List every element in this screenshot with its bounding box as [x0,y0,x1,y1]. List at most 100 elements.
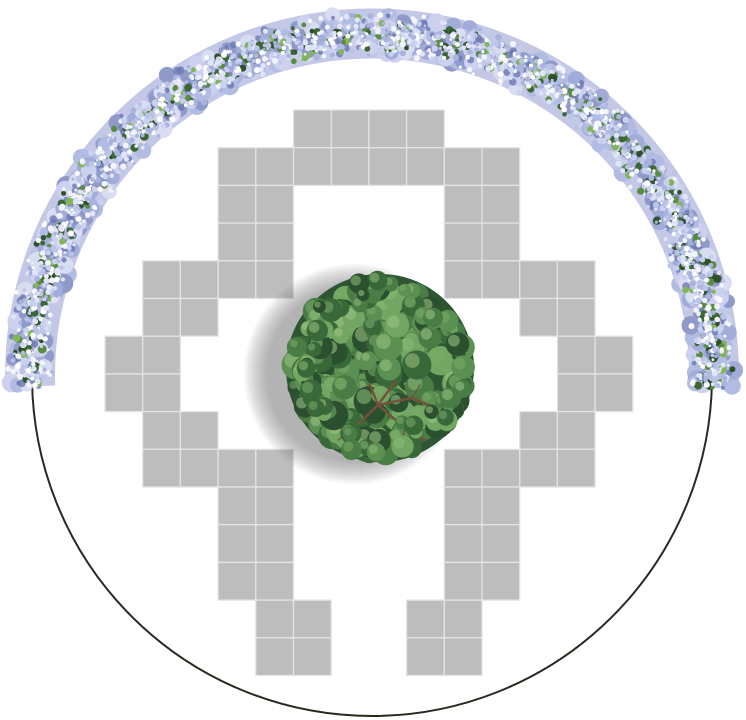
hedge-petal [265,42,272,49]
hedge-petal [34,328,40,334]
hedge-petal [569,83,575,89]
hedge-leaf [309,28,315,34]
hedge-petal [45,264,52,271]
hedge-petal [330,52,335,58]
hedge-petal [298,56,303,60]
hedge-petal [353,34,360,41]
paving-tile [255,147,295,187]
hedge-petal [449,38,453,41]
hedge-petal [597,140,601,144]
paving-block [255,599,332,677]
hedge-petal [204,88,207,91]
hedge-petal [58,257,61,261]
hedge-petal [130,107,137,114]
hedge-petal [101,180,108,187]
hedge-petal [88,150,94,157]
hedge-petal [710,382,715,387]
hedge-petal [47,320,52,325]
hedge-petal [400,37,405,42]
hedge-petal [600,114,605,120]
hedge-petal [520,76,523,80]
hedge-petal [622,116,629,123]
hedge-petal [62,243,68,249]
clump-highlight [310,416,321,427]
hedge-shadow-spot [720,385,726,390]
hedge-petal [687,258,693,264]
clump-highlight [448,334,460,347]
hedge-petal [48,240,52,244]
hedge-petal [156,92,162,97]
hedge-petal [207,79,212,84]
hedge-petal [622,149,627,154]
hedge-petal [689,302,695,307]
hedge-petal [67,230,74,237]
hedge-petal [697,317,702,322]
hedge-leaf [694,381,703,390]
paving-tile [519,260,559,300]
hedge-petal [683,245,690,252]
hedge-petal [447,51,453,57]
paving-tile [179,297,219,337]
hedge-petal [705,304,712,311]
hedge-petal [587,119,591,123]
hedge-petal [659,195,665,201]
hedge-petal [134,123,138,128]
hedge-petal [720,362,726,368]
hedge-petal [419,52,425,57]
hedge-petal [32,382,38,389]
hedge-petal [190,88,197,94]
paving-tile [104,373,144,413]
hedge-petal [495,34,502,41]
hedge-petal [325,19,330,24]
hedge-petal [173,96,180,103]
hedge-petal [511,56,517,63]
hedge-petal [658,219,662,223]
hedge-leaf [290,58,297,65]
hedge-leaf [341,39,346,45]
hedge-petal [45,250,51,256]
hedge-leaf [729,366,736,373]
hedge-petal [696,311,701,317]
hedge-petal [698,323,703,328]
foliage-clump [348,273,370,295]
clump-highlight [335,288,348,301]
clump-highlight [376,334,391,349]
paving-tile [481,524,521,564]
clump-highlight [442,389,453,400]
hedge-petal [659,205,665,212]
clump-highlight [298,360,308,371]
hedge-petal [17,373,23,380]
hedge-petal [474,47,479,52]
hedge-petal [207,68,212,73]
hedge-petal [708,269,714,275]
hedge-petal [13,352,16,356]
hedge-petal [668,255,675,262]
hedge-petal [513,69,517,73]
hedge-petal [591,107,595,111]
hedge-petal [179,98,185,104]
hedge-petal [515,51,521,57]
hedge-petal [395,42,399,46]
foliage-clump [307,399,325,418]
hedge-petal [169,116,174,122]
hedge-petal [714,338,718,342]
hedge-petal [390,36,394,40]
hedge-petal [524,76,531,82]
hedge-petal [680,259,686,265]
hedge-petal [331,44,337,50]
hedge-petal [64,208,68,212]
tree-branch [376,380,397,407]
hedge-petal [277,39,281,43]
hedge-petal [508,66,515,73]
hedge-petal [70,208,74,212]
hedge-petal [191,83,197,88]
hedge-petal [598,126,602,130]
hedge-petal [31,362,36,367]
hedge-petal [360,34,364,38]
hedge-petal [89,184,93,188]
hedge-petal [577,82,581,86]
paving-tile [142,448,182,488]
hedge-petal [26,355,30,360]
hedge-petal [470,53,474,58]
hedge-petal [109,173,115,178]
